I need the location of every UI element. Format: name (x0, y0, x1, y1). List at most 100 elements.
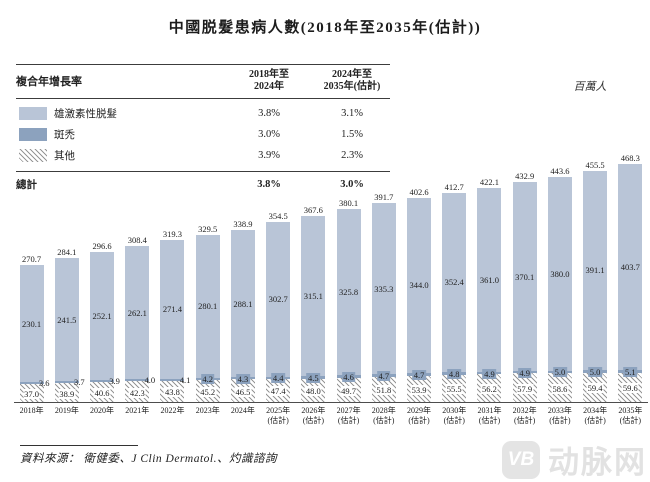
total-value-label: 402.6 (409, 186, 429, 197)
stacked-bar: 270.7 230.1 3.6 37.0 (19, 254, 49, 403)
other-value-label: 49.7 (340, 385, 358, 396)
stacked-bar: 338.9 288.1 4.3 46.5 (230, 219, 255, 403)
total-value-label: 338.9 (233, 219, 253, 230)
androgenetic-value-label: 230.1 (22, 318, 42, 329)
total-value-label: 443.6 (550, 165, 570, 176)
cagr-total-row: 總計 3.8% 3.0% (16, 171, 390, 198)
source-note: 資料來源： 衛健委、J Clin Dermatol.、灼識諮詢 (20, 453, 277, 465)
x-axis-tick-label: 2028年 (估計) (371, 406, 396, 425)
x-axis-tick-label: 2020年 (90, 406, 115, 415)
total-value-label: 432.9 (515, 171, 535, 182)
stacked-bar: 432.9 370.1 4.9 57.9 (512, 171, 537, 403)
areata-value-label: 4.0 (144, 375, 156, 386)
androgenetic-value-label: 325.8 (339, 287, 359, 298)
androgenetic-value-label: 262.1 (127, 307, 147, 318)
androgenetic-value-label: 391.1 (585, 265, 605, 276)
androgenetic-segment (618, 164, 643, 370)
legend-label-other: 其他 (54, 151, 75, 162)
x-axis-tick-label: 2029年 (估計) (407, 406, 432, 425)
legend-row-androgenetic: 雄激素性脱髮 3.8% 3.1% (16, 103, 390, 124)
areata-value-label: 3.6 (38, 378, 50, 389)
other-value-label: 53.9 (410, 384, 428, 395)
areata-value-label: 5.0 (553, 367, 567, 378)
legend-label-areata: 斑禿 (54, 130, 75, 141)
bar-chart: 270.7 230.1 3.6 37.0 284.1 241.5 3.7 38.9 296.6 2… (14, 141, 648, 403)
stacked-bar: 380.1 325.8 4.6 49.7 (336, 198, 361, 403)
androgenetic-value-label: 288.1 (233, 298, 253, 309)
androgenetic-segment (125, 245, 150, 380)
androgenetic-value-label: 280.1 (198, 301, 218, 312)
vb-logo-icon: VB (502, 440, 540, 479)
androgenetic-value-label: 352.4 (444, 277, 464, 288)
bar-slot: 296.6 252.1 3.9 40.6 (84, 141, 120, 403)
androgenetic-segment (477, 187, 502, 372)
areata-cagr-2024-2035: 1.5% (341, 129, 363, 140)
x-axis-tick-label: 2030年 (估計) (442, 406, 467, 425)
areata-value-label: 3.7 (74, 377, 85, 388)
androgenetic-segment (512, 182, 537, 371)
bar-slot: 402.6 344.0 4.7 53.9 (401, 141, 436, 403)
x-axis-tick-label: 2027年 (估計) (336, 406, 361, 425)
bar-slot: 354.5 302.7 4.4 47.4 (261, 141, 296, 403)
androgenetic-value-label: 380.0 (550, 268, 570, 279)
cagr-table-header: 複合年增長率 2018年至 2024年 2024年至 2035年(估計) (16, 64, 390, 99)
androgenetic-value-label: 335.3 (374, 283, 394, 294)
areata-value-label: 5.0 (588, 366, 602, 377)
total-cagr-2018-2024: 3.8% (257, 179, 281, 190)
stacked-bar: 391.7 335.3 4.7 51.8 (371, 192, 396, 403)
other-value-label: 38.9 (58, 388, 76, 399)
stacked-bar: 422.1 361.0 4.9 56.2 (477, 177, 502, 403)
total-value-label: 308.4 (127, 234, 147, 245)
other-value-label: 45.2 (199, 386, 217, 397)
total-value-label: 296.6 (92, 240, 112, 251)
stacked-bar: 468.3 403.7 5.1 59.6 (618, 153, 643, 403)
cagr-col-2018-2024: 2018年至 2024年 (224, 69, 314, 93)
androgenetic-value-label: 271.4 (162, 304, 183, 315)
areata-value-label: 5.1 (623, 366, 638, 377)
androgenetic-segment (90, 251, 115, 381)
other-value-label: 42.3 (128, 387, 146, 398)
bar-slot: 432.9 370.1 4.9 57.9 (507, 141, 542, 403)
areata-value-label: 4.9 (517, 367, 532, 378)
total-value-label: 468.3 (620, 153, 640, 164)
other-cagr-2018-2024: 3.9% (258, 150, 280, 161)
other-value-label: 37.0 (23, 389, 41, 400)
other-value-label: 46.5 (234, 386, 252, 397)
total-value-label: 455.5 (585, 159, 605, 170)
areata-segment (160, 378, 185, 381)
x-axis-tick-label: 2023年 (195, 406, 220, 415)
androgenetic-segment (336, 209, 361, 376)
areata-value-label: 4.3 (236, 373, 250, 384)
stacked-bar: 329.5 280.1 4.2 45.2 (195, 224, 220, 403)
x-axis-tick-label: 2034年 (估計) (583, 406, 608, 425)
x-axis-tick-label: 2024年 (230, 406, 255, 415)
x-axis-line (14, 402, 648, 403)
x-axis-tick-label: 2031年 (估計) (477, 406, 502, 425)
androgenetic-segment (407, 197, 432, 374)
stacked-bar: 284.1 241.5 3.7 38.9 (54, 247, 85, 403)
androgenetic-value-label: 302.7 (268, 294, 288, 305)
total-value-label: 367.6 (303, 204, 323, 215)
androgenetic-value-label: 315.1 (303, 290, 323, 301)
areata-cagr-2018-2024: 3.0% (258, 129, 280, 140)
areata-value-label: 4.4 (271, 373, 285, 384)
x-axis-tick-label: 2025年 (估計) (266, 406, 291, 425)
cagr-col1-line1: 2018年至 (249, 69, 289, 80)
androgenetic-segment (195, 234, 220, 378)
androgenetic-segment (266, 222, 291, 377)
stacked-bar: 308.4 262.1 4.0 42.3 (125, 235, 155, 403)
areata-value-label: 3.9 (109, 376, 120, 387)
other-value-label: 56.2 (481, 384, 498, 395)
androgenetic-segment (547, 176, 572, 371)
androgenetic-segment (442, 192, 467, 373)
total-value-label: 354.5 (268, 211, 288, 222)
unit-label: 百萬人 (573, 81, 607, 93)
x-axis-tick-label: 2022年 (160, 406, 185, 415)
total-value-label: 270.7 (22, 253, 42, 264)
androgenetic-cagr-2018-2024: 3.8% (258, 108, 280, 119)
watermark: VB 动脉网 (502, 437, 647, 482)
androgenetic-segment (371, 203, 396, 375)
areata-value-label: 4.1 (179, 374, 191, 385)
areata-swatch-icon (19, 128, 47, 141)
other-value-label: 47.4 (269, 386, 287, 397)
